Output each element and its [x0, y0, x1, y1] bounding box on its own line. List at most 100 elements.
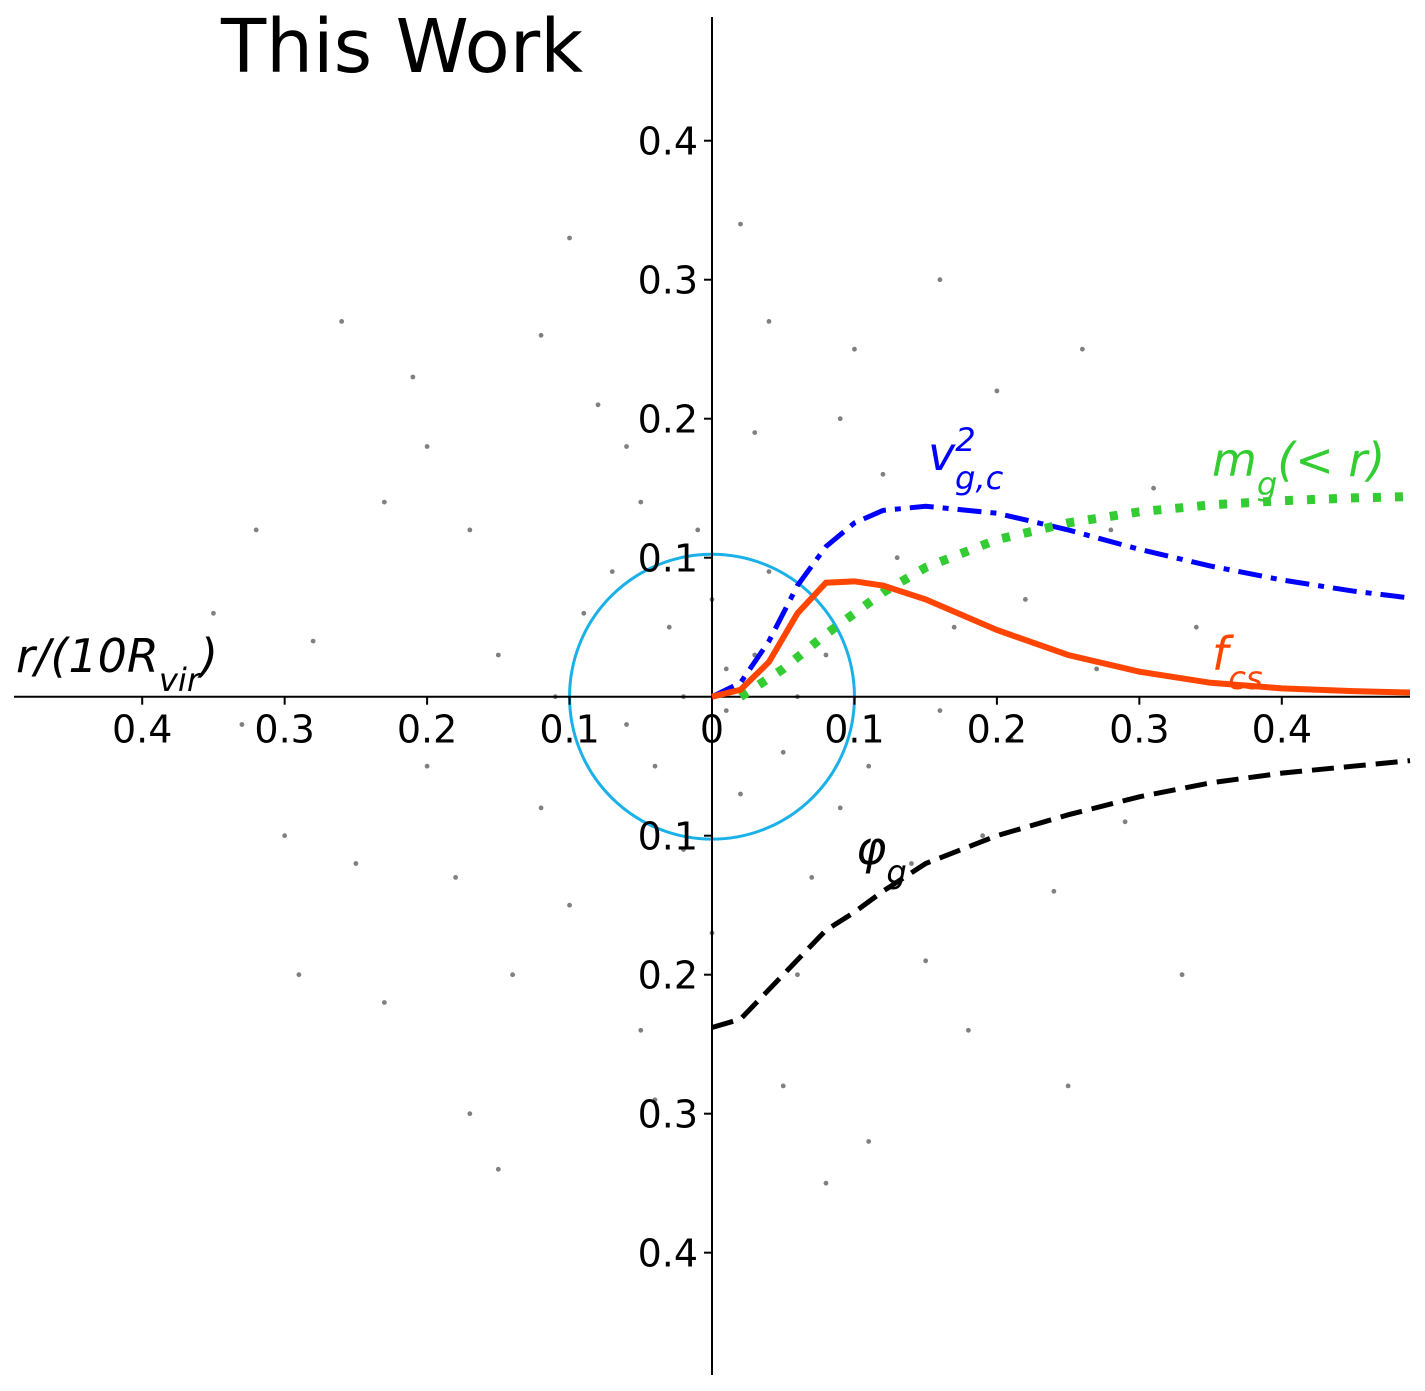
- label-part: (< r): [1277, 433, 1385, 487]
- scatter-point: [467, 527, 473, 533]
- scatter-point: [723, 708, 729, 713]
- scatter-point: [1151, 485, 1156, 491]
- scatter-point: [766, 319, 772, 324]
- scatter-point: [795, 972, 800, 978]
- scatter-point: [339, 319, 345, 324]
- scatter-point: [353, 861, 359, 866]
- y-tick-label: 0.1: [638, 537, 698, 581]
- scatter-point: [424, 763, 430, 769]
- label-part: vir: [159, 661, 202, 699]
- y-tick-label: 0.3: [638, 259, 698, 303]
- scatter-point: [453, 874, 458, 880]
- series-label: v2 g,c: [928, 421, 1004, 497]
- scatter-point: [1094, 666, 1100, 672]
- label-part: 2: [955, 421, 975, 459]
- scatter-point: [567, 235, 572, 241]
- x-tick-label: 0.1: [824, 708, 884, 752]
- x-tick-label: 0.2: [967, 708, 1027, 752]
- scatter-point: [909, 861, 914, 866]
- scatter-point: [211, 610, 216, 616]
- scatter-point: [1008, 735, 1014, 741]
- scatter-point: [1179, 972, 1185, 978]
- scatter-point: [381, 499, 387, 505]
- scatter-point: [624, 444, 629, 449]
- y-tick-label: 0.4: [638, 120, 698, 164]
- scatter-point: [994, 388, 1000, 394]
- scatter-point: [1122, 819, 1128, 825]
- x-axis-label: r/(10Rvir): [16, 629, 218, 699]
- scatter-point: [866, 763, 872, 769]
- scatter-point: [1108, 527, 1114, 533]
- scatter-point: [809, 874, 815, 880]
- scatter-point: [467, 1111, 473, 1117]
- scatter-point: [852, 346, 857, 352]
- scatter-point: [666, 624, 672, 630]
- scatter-point: [1079, 346, 1085, 352]
- scatter-point: [923, 958, 929, 964]
- scatter-point: [495, 1166, 501, 1172]
- scatter-point: [239, 722, 245, 727]
- x-tick-label: 0.4: [1252, 708, 1312, 752]
- label-part: ): [197, 629, 218, 683]
- scatter-point: [424, 444, 430, 449]
- scatter-point: [538, 805, 544, 811]
- series-line: [711, 578, 1411, 700]
- scatter-point: [1193, 624, 1199, 630]
- scatter-point: [937, 277, 943, 283]
- scatter-point: [638, 499, 644, 505]
- scatter-point: [624, 722, 629, 727]
- scatter-point: [837, 805, 843, 811]
- scatter-point: [1065, 1083, 1071, 1089]
- y-tick-label: 0.2: [638, 954, 698, 998]
- scatter-point: [681, 847, 686, 852]
- scatter-point: [652, 763, 658, 769]
- scatter-point: [866, 1139, 872, 1144]
- x-tick-label: 0.3: [254, 708, 314, 752]
- y-tick-label: 0.2: [638, 398, 698, 442]
- label-part: g: [886, 853, 906, 891]
- scatter-point: [381, 1000, 387, 1005]
- label-part: cs: [1228, 659, 1263, 697]
- x-tick-label: 0.1: [539, 708, 599, 752]
- label-part: m: [1212, 433, 1257, 487]
- scatter-point: [966, 1027, 971, 1033]
- scatter-point: [738, 791, 743, 797]
- scatter-point: [880, 471, 886, 477]
- scatter-point: [695, 527, 701, 533]
- scatter-point: [510, 972, 515, 978]
- series-line: [710, 503, 1411, 699]
- scatter-point: [823, 652, 829, 658]
- scatter-point: [823, 1180, 829, 1186]
- y-tick-label: 0.1: [638, 815, 698, 859]
- series-line: [738, 492, 1411, 701]
- scatter-point: [638, 1027, 644, 1033]
- x-tick-label: 0.2: [397, 708, 457, 752]
- scatter-point: [538, 332, 544, 338]
- scatter-point: [738, 221, 743, 227]
- label-part: g: [1257, 465, 1277, 503]
- scatter-point: [766, 569, 772, 574]
- scatter-point: [253, 527, 259, 533]
- scatter-point: [609, 569, 615, 574]
- scatter-point: [894, 555, 900, 561]
- scatter-point: [1022, 596, 1028, 602]
- label-part: v: [928, 427, 956, 481]
- scatter-point: [495, 652, 501, 658]
- x-tick-label: 0.3: [1109, 708, 1169, 752]
- scatter-point: [980, 833, 986, 839]
- scatter-point: [567, 902, 572, 908]
- y-tick-label: 0.4: [638, 1232, 698, 1276]
- scatter-point: [1051, 888, 1057, 894]
- series-line: [711, 758, 1411, 1030]
- series-label: mg(< r): [1212, 433, 1385, 503]
- label-part: r/(10R: [16, 629, 159, 683]
- y-tick-label: 0.3: [638, 1093, 698, 1137]
- scatter-point: [951, 624, 957, 630]
- scatter-point: [780, 1083, 786, 1089]
- scatter-point: [752, 430, 758, 436]
- scatter-point: [780, 749, 786, 755]
- scatter-point: [296, 972, 302, 978]
- label-part: φ: [856, 821, 886, 875]
- scatter-point: [723, 666, 729, 672]
- series-label: φg: [856, 821, 907, 891]
